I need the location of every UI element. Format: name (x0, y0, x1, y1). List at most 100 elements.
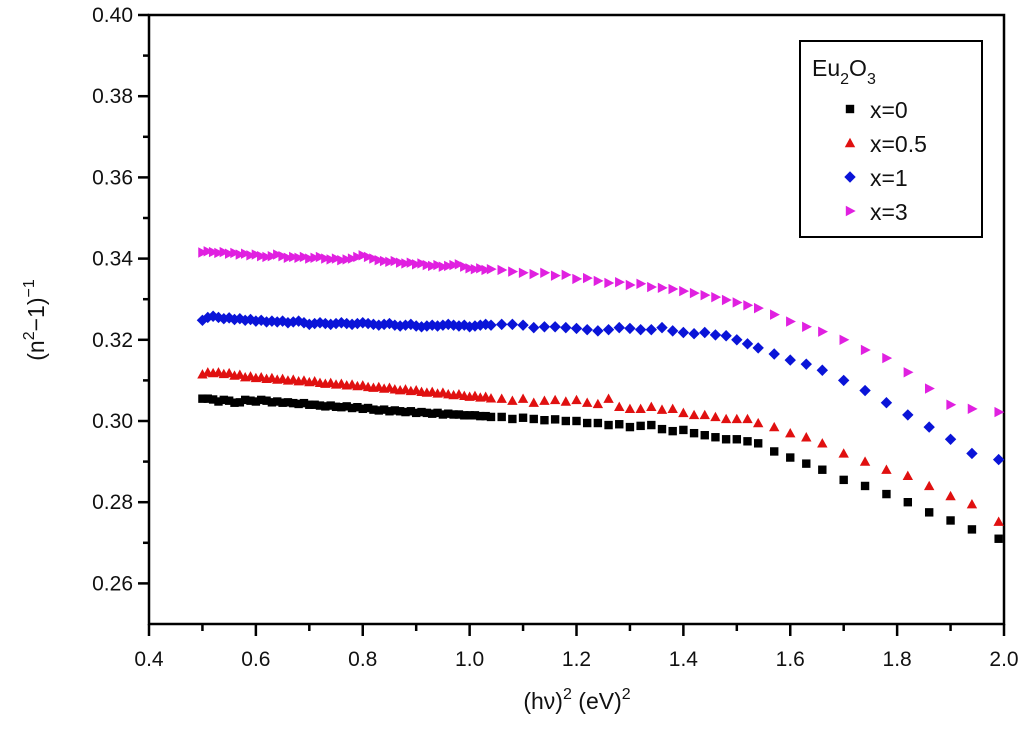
data-point (768, 348, 780, 360)
data-point (839, 334, 850, 345)
data-point (602, 323, 615, 336)
data-point (592, 325, 604, 337)
data-point (257, 250, 267, 262)
series-x-0 (198, 394, 1003, 543)
data-point (603, 393, 614, 403)
data-point (517, 393, 529, 403)
data-point (262, 396, 271, 405)
x-tick-label: 1.4 (669, 648, 699, 671)
legend-marker-icon (845, 205, 856, 217)
data-point (428, 409, 437, 418)
data-point (593, 418, 603, 428)
data-point (283, 252, 294, 263)
data-point (945, 490, 956, 501)
data-point (358, 250, 369, 261)
data-point (417, 407, 426, 417)
data-point (470, 263, 481, 275)
data-point (923, 421, 935, 433)
data-point (679, 285, 690, 297)
data-markers (196, 246, 1005, 543)
data-point (363, 251, 374, 263)
data-point (711, 291, 722, 303)
data-point (214, 397, 223, 406)
x-tick-label: 0.4 (134, 648, 164, 671)
data-point (636, 278, 647, 289)
data-point (347, 253, 358, 264)
data-point (550, 270, 561, 281)
legend-label: x=0.5 (870, 131, 927, 157)
data-point (422, 259, 433, 271)
data-point (283, 398, 293, 407)
data-point (321, 402, 330, 411)
data-point (668, 426, 677, 436)
legend-box (799, 40, 983, 238)
data-point (251, 397, 261, 406)
data-point (732, 435, 742, 444)
data-point (549, 394, 561, 405)
data-point (882, 352, 893, 364)
data-point (966, 499, 978, 509)
data-point (732, 297, 743, 308)
data-point (742, 413, 753, 424)
data-point (786, 453, 795, 462)
data-point (572, 416, 581, 426)
data-point (581, 397, 593, 407)
data-point (497, 412, 506, 422)
data-point (923, 480, 935, 491)
data-point (801, 432, 812, 442)
data-point (224, 396, 234, 405)
x-axis-title: (hν)2 (eV)2 (523, 686, 630, 714)
data-point (235, 398, 245, 407)
data-point (784, 354, 796, 366)
data-point (385, 407, 394, 416)
data-point (353, 402, 362, 412)
data-point (604, 277, 615, 289)
legend-label: x=0 (870, 97, 908, 123)
data-point (721, 294, 732, 306)
data-point (506, 318, 519, 331)
data-point (379, 255, 390, 267)
data-point (214, 247, 225, 259)
data-point (636, 421, 645, 431)
data-point (342, 254, 353, 265)
y-axis-ticks: 0.26 0.28 0.30 0.32 0.34 0.36 0.38 0.40 (92, 4, 149, 595)
data-point (613, 321, 625, 334)
data-point (634, 323, 647, 336)
data-point (267, 250, 278, 262)
data-point (837, 374, 850, 387)
data-point (444, 260, 454, 272)
data-point (625, 279, 636, 291)
data-point (476, 411, 485, 421)
data-point (880, 397, 893, 409)
data-point (666, 325, 679, 337)
data-point (406, 407, 416, 416)
data-point (902, 470, 914, 481)
data-point (816, 364, 829, 376)
data-point (428, 260, 438, 272)
data-point (203, 394, 212, 403)
data-point (946, 399, 957, 410)
data-point (460, 411, 469, 420)
data-point (560, 321, 572, 334)
data-point (326, 401, 335, 410)
data-point (903, 498, 913, 507)
data-point (449, 410, 458, 419)
data-point (859, 456, 871, 466)
y-tick-label: 0.40 (92, 4, 133, 27)
data-point (518, 267, 529, 279)
legend-marker-icon (844, 171, 856, 183)
data-point (465, 411, 474, 420)
series-x-0-5 (197, 367, 1004, 526)
y-tick-label: 0.32 (92, 329, 133, 352)
data-point (657, 424, 667, 434)
data-point (604, 420, 613, 430)
data-point (208, 395, 218, 404)
data-point (710, 411, 721, 422)
data-point (289, 398, 298, 408)
data-point (679, 425, 688, 435)
data-point (444, 409, 453, 418)
x-tick-label: 0.8 (348, 648, 377, 671)
data-point (615, 420, 624, 429)
data-point (337, 402, 346, 412)
data-point (646, 401, 657, 411)
